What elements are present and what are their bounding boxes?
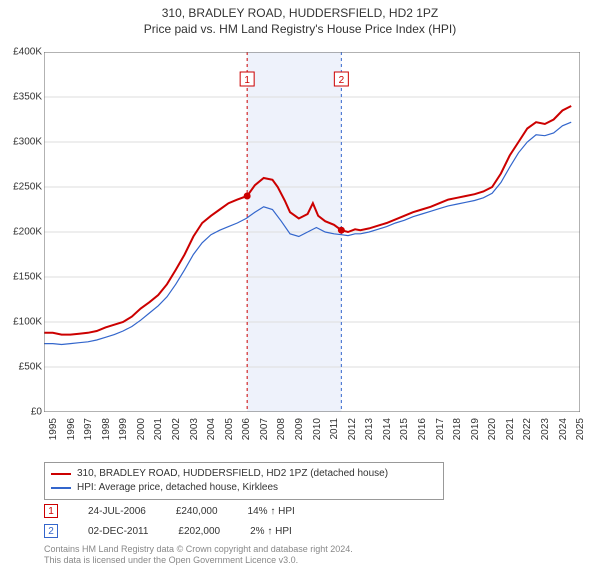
legend-row-hpi: HPI: Average price, detached house, Kirk…: [51, 481, 437, 495]
sale-delta-1: 14% ↑ HPI: [248, 506, 295, 517]
sale-row-1: 1 24-JUL-2006 £240,000 14% ↑ HPI: [44, 504, 295, 518]
chart-plot-area: 12: [44, 52, 580, 412]
legend-swatch-hpi: [51, 487, 71, 488]
sale-price-2: £202,000: [178, 526, 220, 537]
sale-row-2: 2 02-DEC-2011 £202,000 2% ↑ HPI: [44, 524, 292, 538]
sale-date-1: 24-JUL-2006: [88, 506, 146, 517]
sale-delta-2: 2% ↑ HPI: [250, 526, 292, 537]
svg-text:1: 1: [244, 75, 250, 86]
sale-marker-2: 2: [44, 524, 58, 538]
svg-text:2: 2: [339, 75, 345, 86]
chart-title-line2: Price paid vs. HM Land Registry's House …: [0, 22, 600, 36]
chart-container: 310, BRADLEY ROAD, HUDDERSFIELD, HD2 1PZ…: [0, 6, 600, 566]
legend-label-price-paid: 310, BRADLEY ROAD, HUDDERSFIELD, HD2 1PZ…: [77, 467, 388, 481]
legend-row-price-paid: 310, BRADLEY ROAD, HUDDERSFIELD, HD2 1PZ…: [51, 467, 437, 481]
chart-title-line1: 310, BRADLEY ROAD, HUDDERSFIELD, HD2 1PZ: [0, 6, 600, 20]
legend-box: 310, BRADLEY ROAD, HUDDERSFIELD, HD2 1PZ…: [44, 462, 444, 500]
footer-attribution: Contains HM Land Registry data © Crown c…: [44, 544, 353, 566]
legend-swatch-price-paid: [51, 473, 71, 475]
sale-marker-1: 1: [44, 504, 58, 518]
sale-price-1: £240,000: [176, 506, 218, 517]
chart-svg: 12: [44, 52, 580, 412]
legend-label-hpi: HPI: Average price, detached house, Kirk…: [77, 481, 278, 495]
sale-date-2: 02-DEC-2011: [88, 526, 148, 537]
